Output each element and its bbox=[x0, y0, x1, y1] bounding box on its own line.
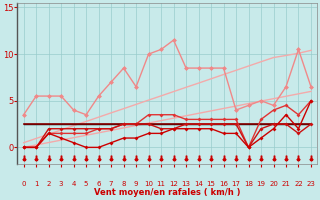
X-axis label: Vent moyen/en rafales ( km/h ): Vent moyen/en rafales ( km/h ) bbox=[94, 188, 241, 197]
